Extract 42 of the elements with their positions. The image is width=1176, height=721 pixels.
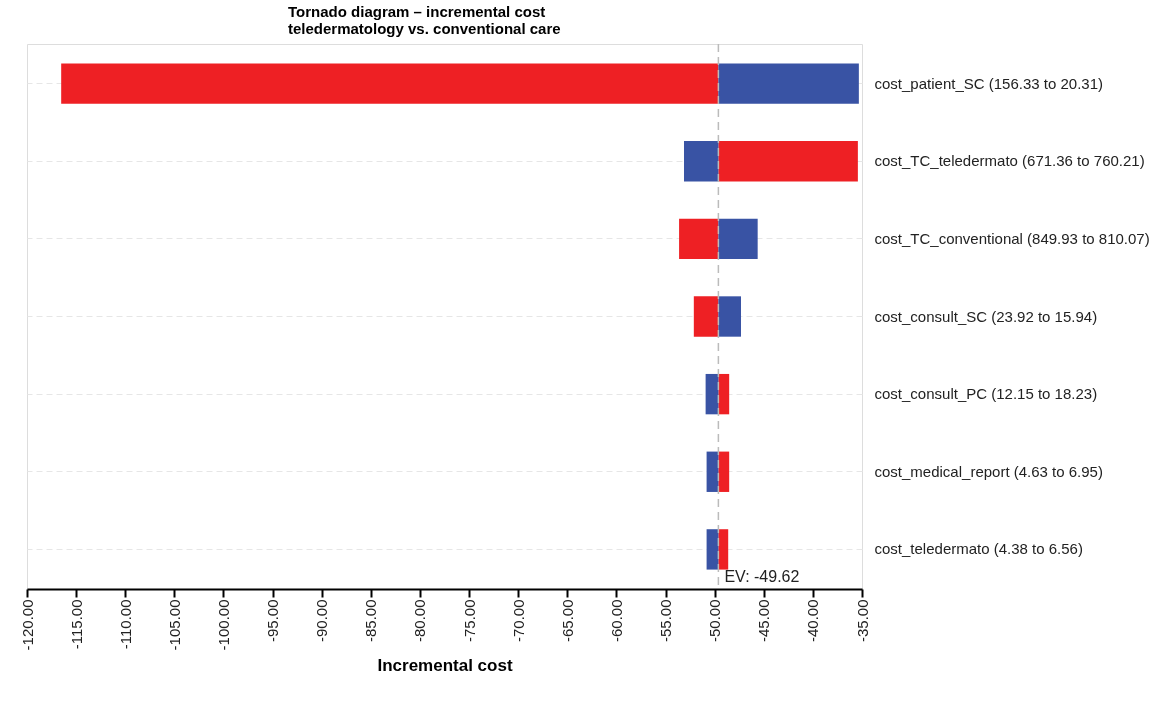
- y-tick-label: cost_consult_PC (12.15 to 18.23): [874, 385, 1098, 403]
- x-tick-label: -50.00: [706, 599, 724, 643]
- y-tick-label: cost_consult_SC (23.92 to 15.94): [874, 307, 1098, 325]
- bar: [718, 218, 758, 260]
- bar: [706, 451, 719, 492]
- y-tick-label: cost_patient_SC (156.33 to 20.31): [874, 74, 1103, 92]
- x-tick-label: -65.00: [558, 599, 576, 643]
- x-tick-label: -85.00: [362, 599, 380, 643]
- ref-line-label: EV: -49.62: [724, 568, 800, 585]
- bar: [706, 529, 719, 570]
- bar: [718, 451, 730, 492]
- x-tick-label: -105.00: [165, 599, 183, 651]
- x-tick-label: -45.00: [755, 599, 773, 643]
- x-tick-label: -70.00: [509, 599, 527, 643]
- chart-title: Tornado diagram – incremental cost teledermatology vs. conventional care: [288, 3, 561, 38]
- bar: [693, 296, 719, 337]
- x-tick-label: -95.00: [264, 599, 282, 643]
- x-tick-label: -110.00: [116, 599, 134, 650]
- x-tick-label: -75.00: [460, 599, 478, 643]
- bar: [679, 218, 719, 260]
- x-tick-label: -115.00: [67, 599, 85, 650]
- bar: [718, 296, 741, 337]
- y-tick-label: cost_TC_conventional (849.93 to 810.07): [874, 229, 1150, 247]
- x-tick-label: -40.00: [804, 599, 822, 643]
- x-tick-label: -90.00: [313, 599, 331, 643]
- bar: [718, 63, 859, 104]
- y-tick-label: cost_teledermato (4.38 to 6.56): [874, 540, 1083, 558]
- bar: [718, 141, 858, 182]
- y-tick-label: cost_TC_teledermato (671.36 to 760.21): [874, 152, 1145, 170]
- bar: [718, 373, 730, 415]
- y-tick-label: cost_medical_report (4.63 to 6.95): [874, 462, 1103, 480]
- x-tick-label: -35.00: [853, 599, 871, 643]
- bar: [61, 63, 719, 104]
- x-tick-label: -80.00: [411, 599, 429, 643]
- bar: [718, 529, 729, 570]
- x-tick-label: -120.00: [18, 599, 36, 651]
- x-tick-label: -60.00: [607, 599, 625, 643]
- x-tick-label: -100.00: [214, 599, 232, 651]
- x-axis-title: Incremental cost: [377, 656, 513, 676]
- x-tick-label: -55.00: [657, 599, 675, 643]
- bar: [684, 141, 719, 182]
- bar: [705, 373, 719, 415]
